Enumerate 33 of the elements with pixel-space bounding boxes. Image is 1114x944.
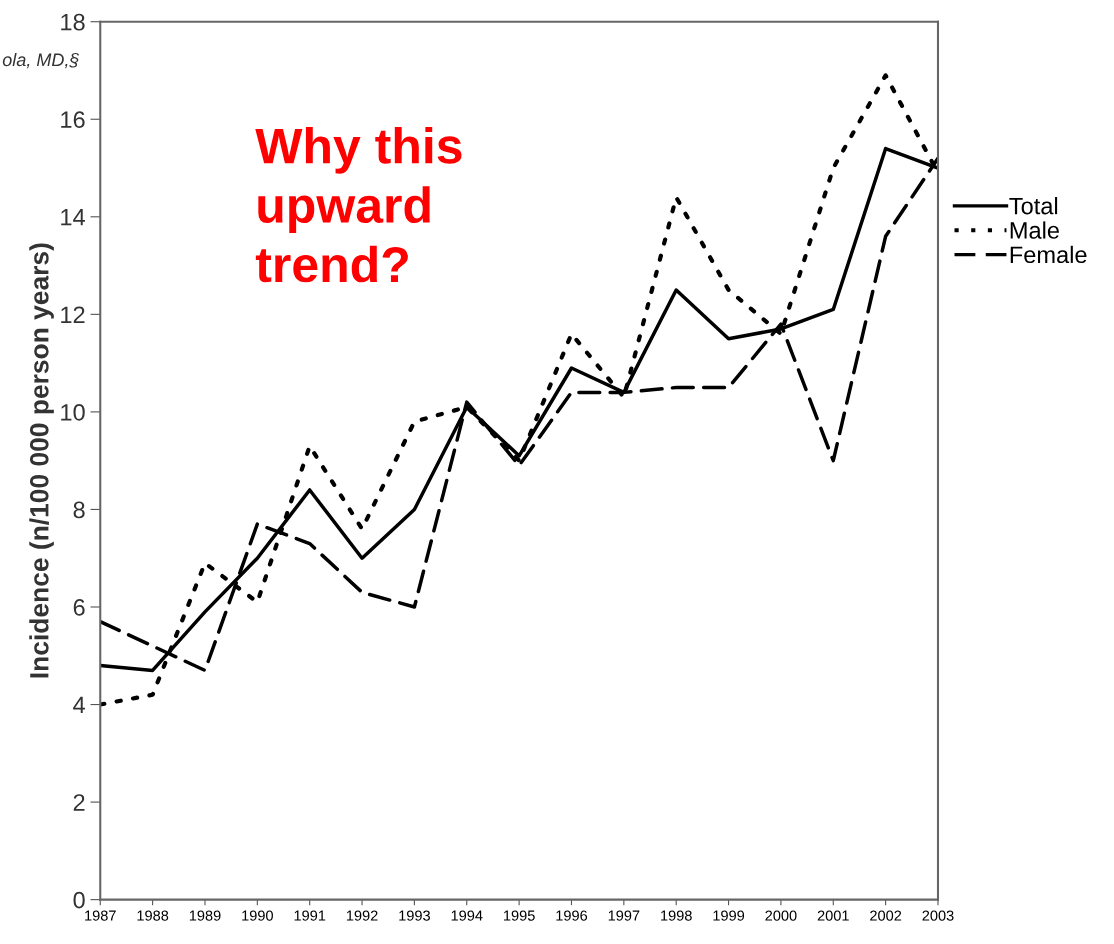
x-tick-label: 1995 (504, 910, 535, 921)
y-tick-label: 10 (61, 403, 85, 421)
y-tick-label: 4 (73, 696, 85, 714)
y-axis-title: Incidence (n/100 000 person years) (29, 243, 54, 678)
x-tick-label: 1997 (608, 910, 640, 921)
text: ola, MD,§ (2, 52, 80, 69)
y-tick-label: 2 (73, 794, 85, 811)
x-tick-label: 1991 (294, 910, 326, 921)
x-tick-label: 1998 (661, 910, 692, 921)
annotation: Why this upward trend? (255, 127, 462, 283)
legend-label: Female (1010, 245, 1087, 264)
y-tick-label: 6 (73, 599, 85, 616)
x-tick-label: 1990 (242, 910, 273, 921)
x-tick-label: 1994 (451, 910, 483, 921)
legend-label: Male (1010, 221, 1059, 239)
x-tick-label: 2001 (817, 910, 849, 921)
y-tick-label: 8 (73, 501, 85, 519)
x-tick-label: 1992 (346, 910, 378, 921)
y-tick-label: 14 (61, 209, 85, 226)
y-tick-label: 0 (73, 891, 85, 909)
legend-label: Total (1009, 197, 1058, 215)
y-tick-label: 12 (61, 306, 85, 323)
y-tick-label: 18 (61, 13, 85, 31)
x-tick-label: 1996 (556, 910, 588, 921)
x-tick-label: 1993 (399, 910, 430, 921)
x-tick-label: 1988 (137, 910, 169, 921)
x-tick-label: 1999 (713, 910, 745, 921)
x-tick-label: 1989 (189, 910, 221, 921)
x-tick-label: 2002 (870, 910, 902, 921)
x-tick-label: 2000 (765, 910, 797, 921)
x-tick-label: 2003 (922, 910, 954, 921)
x-tick-label: 1987 (85, 910, 116, 921)
y-tick-label: 16 (61, 111, 85, 129)
